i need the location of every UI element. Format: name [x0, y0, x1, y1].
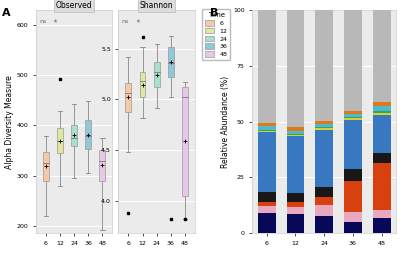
Bar [373, 113, 390, 115]
Bar [373, 115, 390, 153]
Text: ★: ★ [53, 19, 58, 24]
Bar [168, 47, 174, 77]
Bar [344, 111, 362, 114]
Bar [258, 126, 276, 130]
Bar [344, 114, 362, 117]
Bar [373, 111, 390, 113]
Bar [43, 152, 49, 181]
Bar [154, 62, 160, 87]
Text: ns: ns [39, 19, 46, 24]
Bar [315, 130, 333, 188]
Bar [258, 192, 276, 202]
Text: ns: ns [122, 19, 129, 24]
Title: Shannon: Shannon [140, 1, 174, 10]
Bar [373, 163, 390, 210]
Y-axis label: Relative Abundance (%): Relative Abundance (%) [221, 76, 230, 168]
Bar [57, 128, 63, 153]
Bar [140, 72, 146, 97]
Bar [182, 87, 188, 196]
Bar [315, 197, 333, 205]
Bar [344, 222, 362, 233]
Bar [125, 83, 131, 112]
Bar [286, 214, 304, 233]
Text: B: B [210, 8, 218, 18]
Bar [315, 121, 333, 124]
Bar [286, 193, 304, 202]
Bar [315, 205, 333, 217]
Bar [71, 125, 77, 146]
Bar [258, 130, 276, 131]
Title: Observed: Observed [56, 1, 92, 10]
Y-axis label: Alpha Diversity Measure: Alpha Diversity Measure [5, 75, 14, 169]
Bar [315, 188, 333, 197]
Bar [286, 127, 304, 131]
Bar [286, 9, 304, 127]
Bar [344, 118, 362, 119]
Bar [286, 134, 304, 135]
Bar [286, 202, 304, 207]
Bar [373, 102, 390, 106]
Bar [315, 128, 333, 130]
Bar [258, 123, 276, 126]
Bar [85, 120, 91, 149]
Bar [344, 119, 362, 169]
Legend: 6, 12, 24, 36, 48: 6, 12, 24, 36, 48 [202, 9, 230, 60]
Bar [286, 135, 304, 136]
Bar [258, 202, 276, 206]
Bar [286, 207, 304, 214]
Bar [315, 9, 333, 121]
Bar [373, 106, 390, 111]
Bar [258, 132, 276, 192]
Text: ★: ★ [135, 19, 140, 24]
Bar [315, 127, 333, 128]
Bar [373, 218, 390, 233]
Bar [286, 131, 304, 134]
Bar [315, 217, 333, 233]
Bar [258, 131, 276, 132]
Bar [344, 117, 362, 118]
Bar [373, 10, 390, 102]
Bar [100, 149, 106, 181]
Bar [344, 9, 362, 111]
Bar [258, 9, 276, 123]
Bar [373, 153, 390, 163]
Bar [344, 212, 362, 222]
Bar [315, 124, 333, 127]
Text: A: A [2, 8, 11, 18]
Bar [373, 210, 390, 218]
Bar [258, 206, 276, 213]
Bar [344, 181, 362, 212]
Bar [344, 169, 362, 181]
Bar [258, 213, 276, 233]
Bar [286, 136, 304, 193]
